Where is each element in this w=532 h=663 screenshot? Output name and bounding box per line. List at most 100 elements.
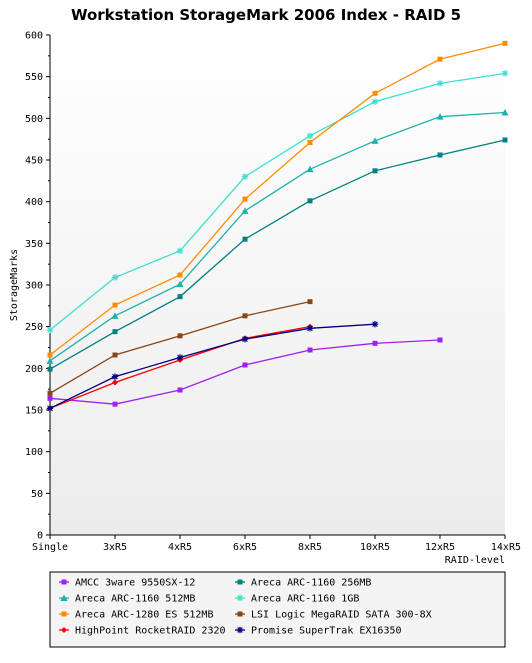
series-5 bbox=[47, 299, 313, 396]
x-tick-label: 6xR5 bbox=[233, 542, 257, 553]
y-tick-label: 400 bbox=[25, 197, 43, 208]
data-point bbox=[437, 152, 443, 158]
legend-marker bbox=[60, 594, 68, 601]
data-point bbox=[112, 401, 118, 407]
y-tick-label: 0 bbox=[37, 531, 43, 542]
x-tick-label: Single bbox=[32, 542, 68, 553]
series-1 bbox=[47, 137, 508, 372]
data-point bbox=[177, 333, 183, 339]
y-tick-label: 50 bbox=[31, 489, 43, 500]
data-point bbox=[112, 302, 118, 308]
data-point bbox=[47, 395, 53, 401]
series-line bbox=[49, 323, 376, 409]
chart-title: Workstation StorageMark 2006 Index - RAI… bbox=[71, 6, 461, 24]
series-line bbox=[49, 72, 506, 331]
data-point bbox=[112, 329, 118, 335]
data-point bbox=[177, 272, 183, 278]
data-point bbox=[436, 80, 444, 87]
y-tick-label: 450 bbox=[25, 156, 43, 167]
data-point bbox=[241, 207, 249, 214]
legend-item: HighPoint RocketRAID 2320 bbox=[59, 626, 226, 637]
legend-marker bbox=[237, 611, 243, 617]
legend-box bbox=[49, 571, 506, 648]
data-point bbox=[372, 340, 378, 346]
y-tick-label: 350 bbox=[25, 239, 43, 250]
data-point bbox=[241, 335, 249, 343]
data-point bbox=[242, 313, 248, 319]
data-point bbox=[241, 173, 249, 180]
x-tick-label: 14xR5 bbox=[491, 542, 521, 553]
series-0 bbox=[47, 337, 443, 407]
data-point bbox=[111, 373, 119, 380]
legend-label: Areca ARC-1160 256MB bbox=[251, 578, 371, 589]
data-point bbox=[112, 352, 118, 358]
data-point bbox=[306, 325, 314, 332]
legend-item: Areca ARC-1280 ES 512MB bbox=[59, 610, 213, 621]
legend-marker bbox=[61, 579, 67, 585]
legend-item: Areca ARC-1160 512MB bbox=[59, 594, 195, 605]
x-tick-label: 8xR5 bbox=[298, 542, 322, 553]
data-point bbox=[372, 168, 378, 174]
x-tick-label: 3xR5 bbox=[103, 542, 127, 553]
data-point bbox=[46, 357, 54, 364]
x-axis-label: RAID-level bbox=[445, 555, 505, 566]
series-2 bbox=[46, 109, 509, 364]
data-point bbox=[112, 379, 118, 386]
y-tick-label: 250 bbox=[25, 322, 43, 333]
data-point bbox=[307, 140, 313, 145]
data-point bbox=[372, 90, 378, 96]
data-point bbox=[436, 113, 444, 120]
legend-label: Areca ARC-1280 ES 512MB bbox=[75, 610, 213, 621]
data-point bbox=[111, 274, 119, 281]
data-point bbox=[306, 132, 314, 140]
x-tick-label: 4xR5 bbox=[168, 542, 192, 553]
data-point bbox=[307, 198, 313, 204]
data-point bbox=[242, 196, 248, 202]
series-3 bbox=[46, 70, 509, 334]
data-point bbox=[47, 366, 53, 372]
y-axis-label: StorageMarks bbox=[9, 249, 20, 321]
legend-label: LSI Logic MegaRAID SATA 300-8X bbox=[251, 610, 432, 621]
series-group bbox=[46, 40, 509, 412]
data-point bbox=[176, 247, 184, 255]
x-tick-label: 10xR5 bbox=[360, 542, 390, 553]
legend-marker bbox=[236, 594, 244, 602]
series-7 bbox=[46, 320, 379, 412]
legend-item: Areca ARC-1160 1GB bbox=[235, 594, 359, 605]
legend-label: Areca ARC-1160 512MB bbox=[75, 594, 195, 605]
data-point bbox=[502, 40, 508, 46]
y-tick-label: 150 bbox=[25, 406, 43, 417]
legend-marker bbox=[61, 627, 67, 633]
data-point bbox=[371, 98, 379, 105]
data-point bbox=[371, 137, 379, 144]
legend-item: AMCC 3ware 9550SX-12 bbox=[59, 578, 195, 589]
data-point bbox=[437, 337, 443, 343]
data-point bbox=[437, 56, 443, 62]
data-point bbox=[111, 312, 119, 319]
y-tick-label: 100 bbox=[25, 447, 43, 458]
y-tick-label: 500 bbox=[25, 114, 43, 125]
data-point bbox=[371, 320, 379, 328]
data-point bbox=[242, 362, 248, 368]
series-line bbox=[49, 111, 506, 362]
y-tick-label: 600 bbox=[25, 31, 43, 42]
legend-marker bbox=[236, 626, 244, 634]
x-tick-label: 12xR5 bbox=[425, 542, 455, 553]
series-line bbox=[49, 139, 506, 370]
data-point bbox=[47, 390, 53, 396]
data-point bbox=[242, 236, 248, 242]
y-axis: 0 50 100 150 200 250 300 350 400 450 500 550 600 bbox=[25, 31, 51, 542]
data-point bbox=[46, 405, 54, 412]
data-point bbox=[307, 299, 313, 305]
plot-area bbox=[50, 35, 505, 535]
data-point bbox=[306, 165, 314, 173]
data-point bbox=[177, 387, 183, 393]
data-point bbox=[501, 70, 509, 77]
legend-item: Areca ARC-1160 256MB bbox=[235, 578, 371, 589]
y-tick-label: 200 bbox=[25, 364, 43, 375]
data-point bbox=[502, 137, 508, 143]
legend-label: Areca ARC-1160 1GB bbox=[251, 594, 359, 605]
y-tick-label: 300 bbox=[25, 281, 43, 292]
data-point bbox=[176, 354, 184, 361]
